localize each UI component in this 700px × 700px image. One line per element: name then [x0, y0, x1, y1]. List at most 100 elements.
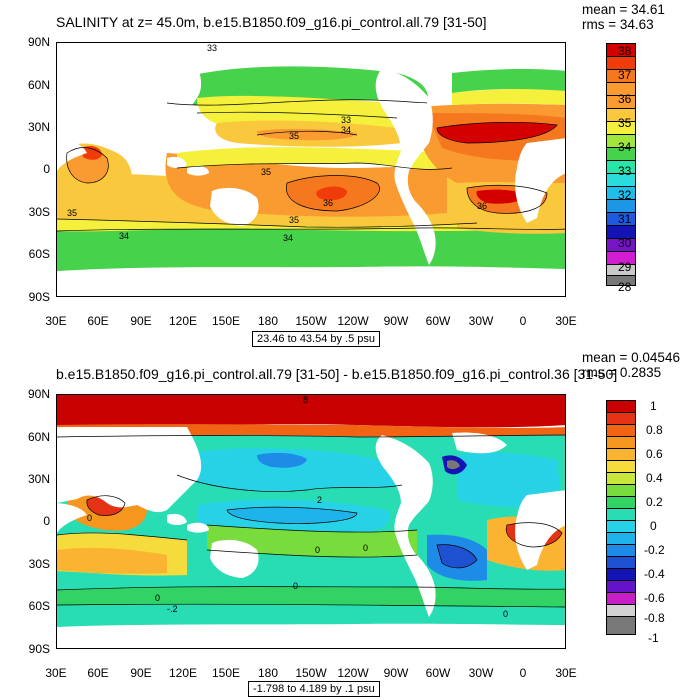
contour-range: 23.46 to 43.54 by .5 psu: [252, 331, 381, 347]
contour-range: -1.798 to 4.189 by .1 psu: [248, 681, 380, 697]
lon-label: 60E: [87, 666, 109, 680]
contour-label: 34: [341, 125, 352, 135]
lon-label: 30W: [468, 314, 494, 328]
colorbar-label: 28: [618, 280, 632, 294]
lon-label: 150W: [295, 666, 327, 680]
lon-label: 30W: [468, 666, 494, 680]
colorbar-label: 0.6: [646, 447, 663, 461]
colorbar-label: -0.2: [644, 543, 665, 557]
rms-value: rms = 34.63: [582, 17, 654, 32]
contour-label: 35: [289, 131, 300, 141]
stats-block: mean = 0.04546 rms = 0.2835: [582, 350, 680, 380]
contour-label: 8: [303, 395, 309, 405]
lon-label: 60W: [425, 314, 451, 328]
land-mask: [57, 427, 565, 648]
colorbar-label: 31: [618, 212, 632, 226]
lon-label: 180: [257, 314, 279, 328]
lon-label: 90E: [130, 666, 152, 680]
lat-label: 0: [43, 162, 50, 176]
land-mask: [57, 43, 565, 296]
salinity-panel: SALINITY at z= 45.0m, b.e15.B1850.f09_g1…: [27, 2, 665, 347]
contour-label: 0: [87, 513, 93, 523]
lon-label: 0: [519, 666, 527, 680]
colorbar-label: 36: [618, 92, 632, 106]
colorbar-label: 0.4: [646, 471, 663, 485]
lat-label: 90S: [28, 642, 50, 656]
lat-label: 60S: [28, 599, 50, 613]
lon-label: 90W: [383, 314, 409, 328]
colorbar-label: -0.8: [644, 611, 665, 625]
contour-label: 34: [283, 233, 294, 243]
colorbar: [606, 400, 636, 635]
lon-label: 60W: [425, 666, 451, 680]
lat-label: 30N: [27, 472, 50, 486]
colorbar-label: 34: [618, 140, 632, 154]
lon-label: 180: [257, 666, 279, 680]
colorbar-label: 29: [618, 260, 632, 274]
salinity-map: 33 35 33 34 35 36 35 34 36 35 34: [56, 42, 566, 297]
colorbar-label: 30: [618, 236, 632, 250]
contour-label: 0: [363, 543, 369, 553]
lat-label: 90S: [28, 290, 50, 304]
contour-label: 0: [293, 581, 299, 591]
contour-lines: [57, 99, 565, 232]
stats-block: mean = 34.61 rms = 34.63: [582, 2, 665, 32]
contour-label: 0: [503, 609, 509, 619]
lon-label: 30E: [45, 314, 67, 328]
colorbar-label: 0.2: [646, 495, 663, 509]
lat-label: 30S: [28, 205, 50, 219]
lon-label: 30E: [45, 666, 67, 680]
lon-label: 30E: [555, 666, 577, 680]
salinity-map-plot: [57, 43, 565, 296]
lon-label: 0: [519, 314, 527, 328]
colorbar-swatch: [606, 616, 636, 635]
colorbar-label: -0.6: [644, 591, 665, 605]
contour-lines: [57, 434, 565, 608]
contour-label: 33: [207, 43, 218, 53]
contour-label: 36: [477, 201, 488, 211]
lon-label: 150E: [211, 666, 241, 680]
lon-label: 90W: [383, 666, 409, 680]
contour-label: 35: [261, 167, 272, 177]
difference-panel: b.e15.B1850.f09_g16.pi_control.all.79 [3…: [0, 350, 700, 700]
colorbar-label: 0.8: [646, 423, 663, 437]
difference-map: 8 2 0 0 0 0 0 -.2 0: [56, 394, 566, 649]
lon-label: 150W: [295, 314, 327, 328]
rms-value: rms = 0.2835: [582, 365, 662, 380]
lat-label: 30N: [27, 120, 50, 134]
colorbar-label: 1: [650, 399, 657, 413]
contour-label: 0: [315, 545, 321, 555]
contour-label: 34: [119, 231, 130, 241]
lon-label: 120W: [337, 314, 369, 328]
lat-label: 30S: [28, 557, 50, 571]
lon-label: 150E: [211, 314, 241, 328]
lat-label: 0: [43, 514, 50, 528]
contour-label: 35: [67, 208, 78, 218]
mean-value: mean = 0.04546: [582, 350, 680, 365]
lat-label: 60N: [27, 78, 50, 92]
colorbar-label: -0.4: [644, 567, 665, 581]
lon-label: 90E: [130, 314, 152, 328]
mean-value: mean = 34.61: [582, 2, 665, 17]
contour-label: 36: [323, 198, 334, 208]
colorbar-swatch: [606, 275, 636, 286]
colorbar-label: -1: [648, 631, 659, 645]
colorbar-label: 33: [618, 164, 632, 178]
lat-label: 90N: [27, 35, 50, 49]
colorbar: [606, 43, 636, 286]
lat-label: 60N: [27, 430, 50, 444]
lon-label: 120W: [337, 666, 369, 680]
contour-label: 33: [341, 115, 352, 125]
colorbar-label: 35: [618, 116, 632, 130]
colorbar-label: 37: [618, 68, 632, 82]
colorbar-label: 0: [650, 519, 657, 533]
colorbar-label: 38: [618, 44, 632, 58]
contour-label: 0: [155, 593, 161, 603]
lat-label: 60S: [28, 247, 50, 261]
contour-label: 35: [289, 215, 300, 225]
panel-title: SALINITY at z= 45.0m, b.e15.B1850.f09_g1…: [56, 14, 487, 30]
lon-label: 120E: [168, 314, 198, 328]
panel-title: b.e15.B1850.f09_g16.pi_control.all.79 [3…: [56, 366, 618, 382]
contour-label: 2: [317, 495, 323, 505]
contour-label: -.2: [167, 604, 178, 614]
